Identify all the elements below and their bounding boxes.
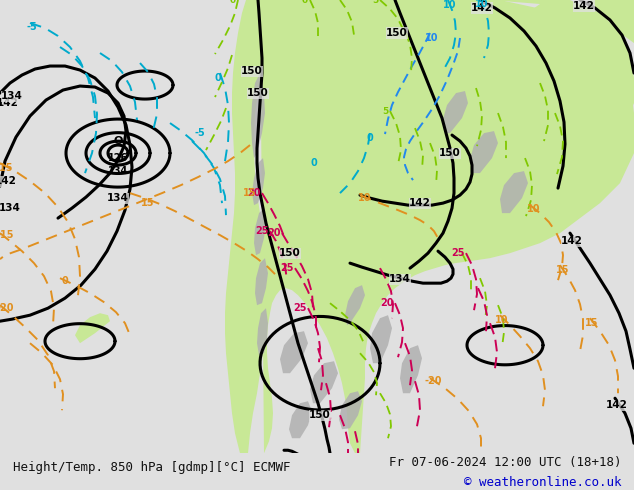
Text: 150: 150 <box>439 148 461 158</box>
Text: 20: 20 <box>380 298 394 308</box>
Polygon shape <box>443 91 468 133</box>
Text: 10: 10 <box>425 33 439 43</box>
Polygon shape <box>255 258 268 305</box>
Text: 15: 15 <box>141 198 155 208</box>
Polygon shape <box>260 0 634 453</box>
Text: 0: 0 <box>230 0 236 4</box>
Text: -5: -5 <box>195 128 205 138</box>
Text: Height/Temp. 850 hPa [gdmp][°C] ECMWF: Height/Temp. 850 hPa [gdmp][°C] ECMWF <box>13 462 290 474</box>
Text: 20: 20 <box>268 228 281 238</box>
Text: 0: 0 <box>311 158 318 168</box>
Polygon shape <box>280 331 308 373</box>
Polygon shape <box>339 391 362 429</box>
Text: 150: 150 <box>386 28 408 38</box>
Text: 0: 0 <box>302 0 308 4</box>
Text: 142: 142 <box>561 236 583 246</box>
Text: 134: 134 <box>0 203 21 213</box>
Text: 15: 15 <box>556 265 570 275</box>
Text: 5: 5 <box>382 106 388 116</box>
Text: 25: 25 <box>256 226 269 236</box>
Text: 10: 10 <box>476 0 489 9</box>
Text: -20: -20 <box>0 303 14 313</box>
Polygon shape <box>257 308 268 355</box>
Text: 0: 0 <box>215 73 221 83</box>
Text: 25: 25 <box>280 263 294 273</box>
Text: 150: 150 <box>247 88 269 98</box>
Polygon shape <box>370 315 392 363</box>
Text: 10: 10 <box>358 193 372 203</box>
Text: 142: 142 <box>409 198 431 208</box>
Text: 10: 10 <box>443 0 456 10</box>
Polygon shape <box>225 0 268 453</box>
Text: 134: 134 <box>1 91 23 101</box>
Text: © weatheronline.co.uk: © weatheronline.co.uk <box>464 476 621 489</box>
Text: 0: 0 <box>61 276 68 286</box>
Text: O: O <box>113 136 123 146</box>
Polygon shape <box>590 0 634 43</box>
Text: 142: 142 <box>471 3 493 13</box>
Text: -15: -15 <box>0 163 13 173</box>
Text: 25: 25 <box>451 248 465 258</box>
Text: 10: 10 <box>495 315 508 325</box>
Polygon shape <box>500 171 528 213</box>
Polygon shape <box>289 401 312 438</box>
Text: 142: 142 <box>606 400 628 410</box>
Text: 126: 126 <box>108 153 128 163</box>
Text: 150: 150 <box>279 248 301 258</box>
Text: 5: 5 <box>372 0 378 4</box>
Text: -20: -20 <box>424 376 442 386</box>
Polygon shape <box>400 345 422 393</box>
Text: 15: 15 <box>243 188 257 198</box>
Text: 20: 20 <box>247 188 261 198</box>
Text: 134: 134 <box>108 166 128 176</box>
Text: 0: 0 <box>366 133 373 143</box>
Text: 142: 142 <box>0 98 19 108</box>
Polygon shape <box>345 285 365 325</box>
Polygon shape <box>470 131 498 173</box>
Text: -15: -15 <box>0 230 14 240</box>
Polygon shape <box>251 73 265 158</box>
Polygon shape <box>252 158 265 205</box>
Text: 25: 25 <box>294 303 307 313</box>
Text: 142: 142 <box>0 176 17 186</box>
Polygon shape <box>75 313 110 343</box>
Text: 142: 142 <box>573 1 595 11</box>
Polygon shape <box>310 361 338 403</box>
Text: 10: 10 <box>527 204 541 214</box>
Polygon shape <box>490 0 634 158</box>
Text: 150: 150 <box>241 66 263 76</box>
Text: -5: -5 <box>27 22 37 32</box>
Polygon shape <box>254 208 266 255</box>
Text: 134: 134 <box>389 274 411 284</box>
Text: 134: 134 <box>107 193 129 203</box>
Text: Fr 07-06-2024 12:00 UTC (18+18): Fr 07-06-2024 12:00 UTC (18+18) <box>389 456 621 469</box>
Text: 15: 15 <box>585 318 598 328</box>
Text: 150: 150 <box>309 410 331 420</box>
